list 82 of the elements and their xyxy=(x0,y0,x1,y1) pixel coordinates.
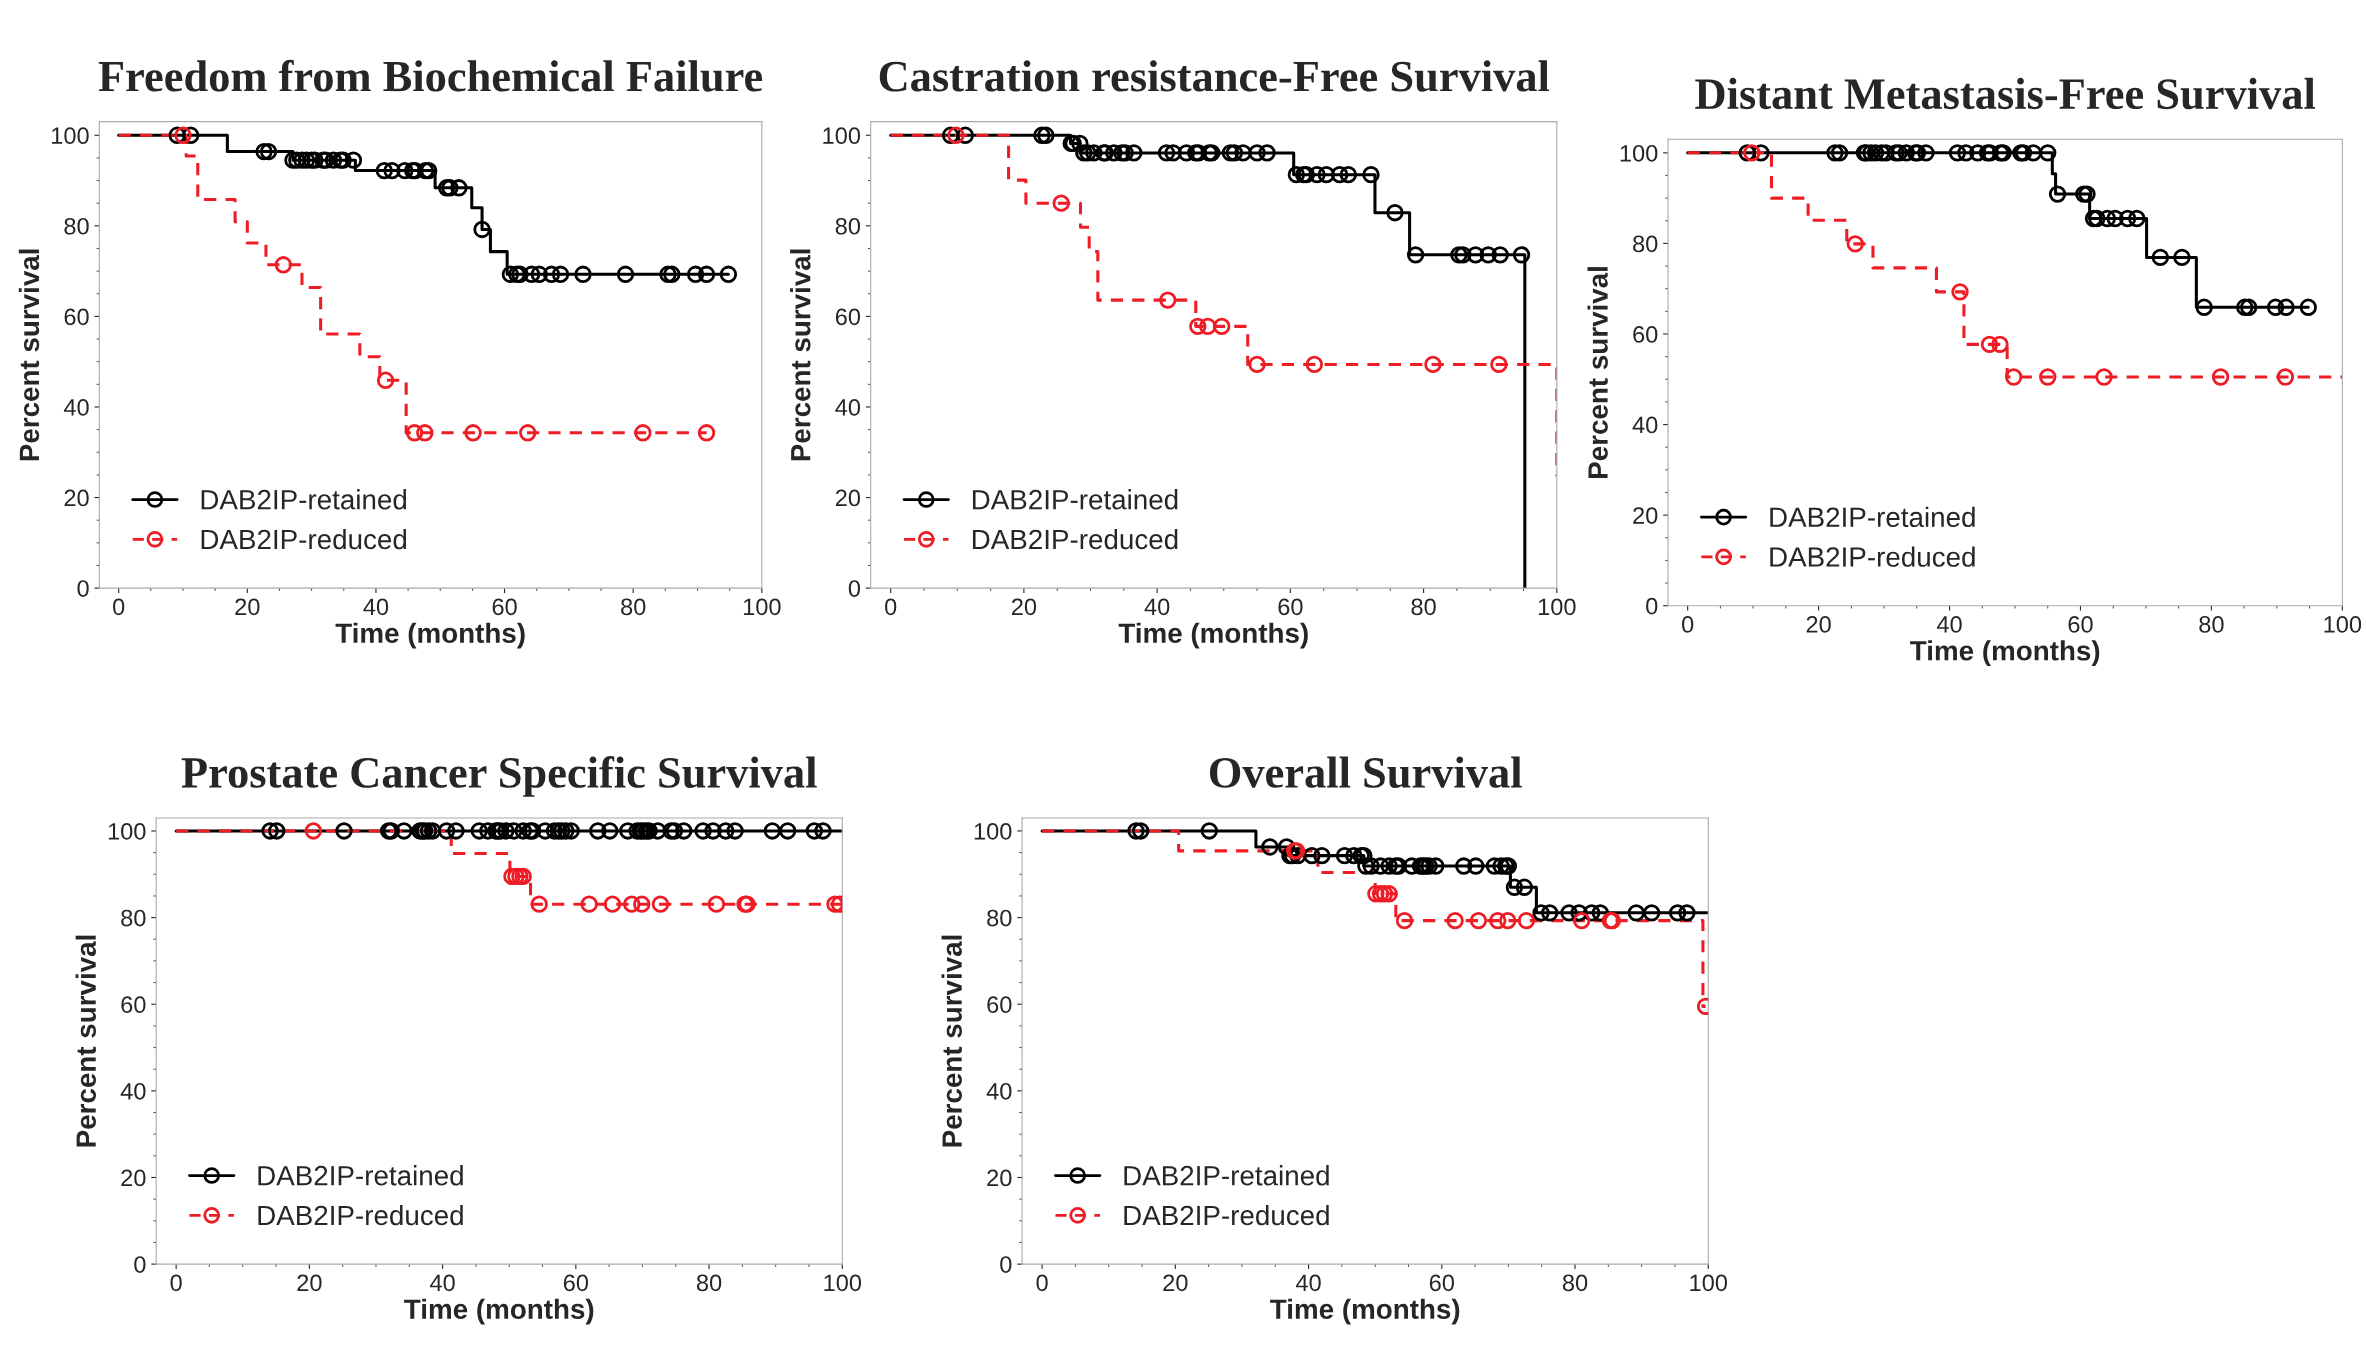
x-tick-label: 0 xyxy=(1682,616,1694,633)
chart-title: Castration resistance-Free Survival xyxy=(879,60,1550,92)
x-tick-label: 60 xyxy=(2068,616,2093,633)
x-tick-label: 60 xyxy=(492,598,517,616)
y-tick-label: 60 xyxy=(835,308,861,326)
y-axis-title: Percent survival xyxy=(75,935,96,1147)
y-tick-label: 100 xyxy=(108,823,146,840)
y-tick-label: 0 xyxy=(134,1256,146,1273)
x-tick-label: 100 xyxy=(1538,598,1576,616)
y-axis-title: Percent survival xyxy=(18,249,40,461)
y-tick-label: 80 xyxy=(1633,235,1658,253)
x-tick-label: 20 xyxy=(297,1274,322,1292)
x-axis-title: Time (months) xyxy=(1910,640,2100,667)
y-tick-label: 60 xyxy=(121,996,146,1014)
x-tick-label: 80 xyxy=(1562,1274,1588,1292)
legend-label: DAB2IP-reduced xyxy=(1770,546,1975,567)
x-tick-label: 40 xyxy=(1936,616,1962,633)
x-tick-label: 20 xyxy=(1806,616,1831,633)
y-tick-label: 40 xyxy=(986,1082,1012,1100)
y-tick-label: 40 xyxy=(1632,416,1658,434)
legend-label: DAB2IP-reduced xyxy=(258,1204,463,1226)
x-tick-label: 0 xyxy=(170,1274,182,1292)
x-tick-label: 60 xyxy=(1429,1274,1454,1292)
x-tick-label: 40 xyxy=(430,1274,455,1292)
y-tick-label: 20 xyxy=(121,1169,146,1187)
y-axis-title: Percent survival xyxy=(941,935,962,1147)
x-tick-label: 60 xyxy=(1278,598,1303,616)
chart-title: Freedom from Biochemical Failure xyxy=(98,59,763,92)
y-tick-label: 20 xyxy=(64,489,89,507)
y-tick-label: 40 xyxy=(835,399,861,416)
y-tick-label: 20 xyxy=(1633,507,1658,524)
y-tick-label: 40 xyxy=(120,1082,146,1100)
x-tick-label: 100 xyxy=(2324,616,2362,633)
x-tick-label: 20 xyxy=(1163,1274,1188,1292)
y-tick-label: 80 xyxy=(987,909,1012,927)
x-tick-label: 40 xyxy=(363,598,389,616)
x-tick-label: 0 xyxy=(1036,1274,1048,1292)
x-axis-title: Time (months) xyxy=(1270,1298,1460,1325)
x-tick-label: 80 xyxy=(2199,616,2224,633)
y-tick-label: 60 xyxy=(987,996,1012,1014)
y-tick-label: 20 xyxy=(987,1169,1012,1187)
x-tick-label: 40 xyxy=(1295,1274,1321,1292)
legend-label: DAB2IP-reduced xyxy=(1124,1204,1329,1226)
x-tick-label: 80 xyxy=(696,1274,722,1292)
x-axis-title: Time (months) xyxy=(335,622,525,649)
x-tick-label: 0 xyxy=(885,598,897,616)
x-tick-label: 80 xyxy=(621,598,646,616)
x-tick-label: 40 xyxy=(1144,598,1170,616)
chart-title: Prostate Cancer Specific Survival xyxy=(181,756,817,797)
y-tick-label: 0 xyxy=(848,580,861,597)
x-tick-label: 60 xyxy=(563,1274,589,1292)
legend-label: DAB2IP-retained xyxy=(201,489,407,510)
y-tick-label: 20 xyxy=(835,489,861,507)
y-tick-label: 60 xyxy=(1633,326,1658,343)
x-tick-label: 20 xyxy=(235,598,260,616)
y-tick-label: 0 xyxy=(1000,1256,1012,1273)
y-tick-label: 80 xyxy=(64,217,89,235)
y-tick-label: 100 xyxy=(52,127,89,145)
y-tick-label: 60 xyxy=(64,308,89,326)
legend-label: DAB2IP-retained xyxy=(258,1165,463,1186)
x-axis-title: Time (months) xyxy=(404,1298,594,1325)
chart-title: Overall Survival xyxy=(1209,756,1522,788)
x-tick-label: 100 xyxy=(743,598,781,616)
x-tick-label: 100 xyxy=(1690,1274,1728,1292)
legend-label: DAB2IP-reduced xyxy=(201,528,407,550)
y-tick-label: 80 xyxy=(835,217,861,235)
legend-label: DAB2IP-reduced xyxy=(972,528,1178,550)
y-tick-label: 40 xyxy=(63,399,89,416)
y-tick-label: 80 xyxy=(121,909,146,927)
legend-label: DAB2IP-retained xyxy=(1770,506,1975,528)
y-tick-label: 100 xyxy=(974,823,1012,840)
legend-label: DAB2IP-retained xyxy=(972,489,1178,510)
y-tick-label: 0 xyxy=(77,580,89,597)
x-tick-label: 20 xyxy=(1011,598,1037,616)
y-axis-title: Percent survival xyxy=(790,249,811,461)
legend-label: DAB2IP-retained xyxy=(1124,1165,1329,1186)
chart-title: Distant Metastasis-Free Survival xyxy=(1695,77,2316,110)
y-tick-label: 100 xyxy=(1620,144,1658,162)
x-axis-title: Time (months) xyxy=(1118,622,1308,649)
y-tick-label: 100 xyxy=(823,127,861,145)
y-axis-title: Percent survival xyxy=(1587,267,1608,478)
x-tick-label: 80 xyxy=(1411,598,1436,616)
